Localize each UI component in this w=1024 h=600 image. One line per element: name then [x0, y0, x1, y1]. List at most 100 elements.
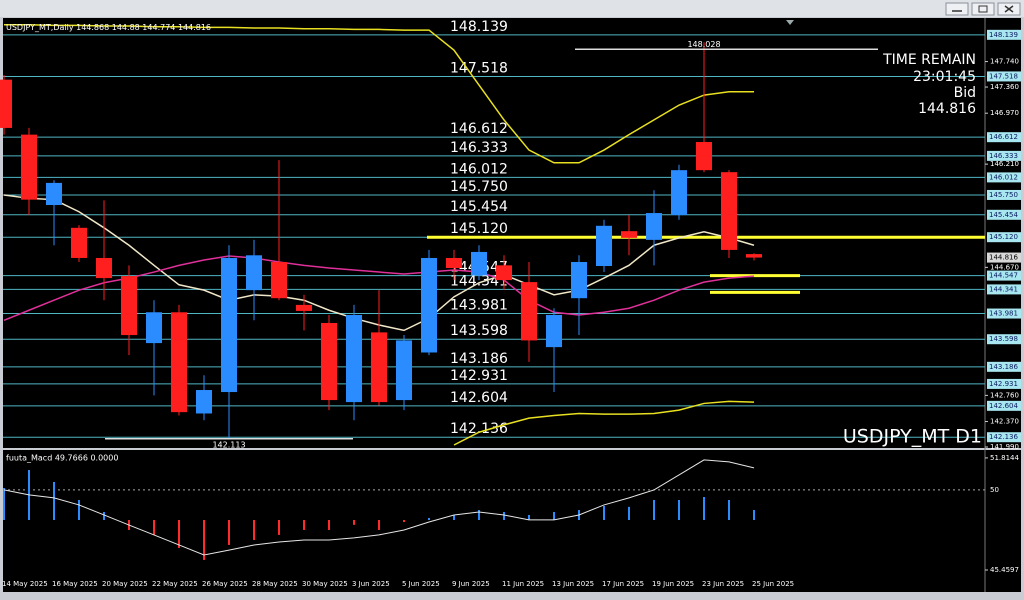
header-high: 144.88	[112, 23, 140, 32]
level-tag-label: 142.604	[989, 402, 1018, 410]
indicator-line	[4, 23, 754, 164]
y-tick-label: 146.970	[990, 109, 1019, 117]
x-tick-label: 20 May 2025	[102, 580, 148, 588]
level-tag-label: 142.931	[989, 380, 1018, 388]
histogram-bar	[328, 520, 330, 530]
histogram-bar	[203, 520, 205, 560]
histogram-bar	[453, 514, 455, 520]
histogram-bar	[78, 499, 80, 520]
candle-body	[496, 265, 512, 281]
histogram-bar	[103, 511, 105, 520]
candle-body	[321, 322, 337, 401]
level-tag-label: 147.518	[989, 72, 1018, 80]
candle-body	[546, 314, 562, 348]
histogram-bar	[303, 520, 305, 530]
level-label: 145.454	[450, 199, 508, 215]
histogram-bar	[378, 520, 380, 530]
level-tag-label: 146.333	[989, 152, 1018, 160]
level-tag	[987, 232, 1021, 243]
x-tick-label: 26 May 2025	[202, 580, 248, 588]
level-label: 142.604	[450, 390, 508, 406]
candle-body	[621, 231, 637, 238]
histogram-bar	[753, 510, 755, 520]
level-tag	[987, 71, 1021, 82]
histogram-bar	[628, 506, 630, 520]
y-tick-label: 142.760	[990, 391, 1019, 399]
header-close: 144.816	[178, 23, 211, 32]
histogram-bar	[503, 511, 505, 520]
restore-icon	[978, 5, 988, 13]
x-tick-label: 11 Jun 2025	[502, 580, 544, 588]
candle-body	[296, 304, 312, 311]
candle-body	[96, 257, 112, 279]
price-tag	[987, 252, 1021, 263]
level-label: 148.139	[450, 19, 508, 35]
y-tick-label: 147.740	[990, 58, 1019, 66]
histogram-bar	[603, 505, 605, 520]
x-tick-label: 16 May 2025	[52, 580, 98, 588]
y-tick-label: 147.360	[990, 83, 1019, 91]
level-tag	[987, 189, 1021, 200]
level-label: 146.612	[450, 121, 508, 137]
level-tag	[987, 432, 1021, 443]
y-tick-label: 144.670	[990, 263, 1019, 271]
x-tick-label: 30 May 2025	[302, 580, 348, 588]
level-tag-label: 145.750	[989, 191, 1018, 199]
level-tag	[987, 270, 1021, 281]
candle-body	[696, 142, 712, 171]
restore-button[interactable]	[971, 2, 995, 16]
x-tick-label: 9 Jun 2025	[452, 580, 490, 588]
window-buttons	[945, 2, 1021, 16]
chart-title: USDJPY_MT,Daily	[6, 23, 74, 32]
level-tag-label: 143.598	[989, 335, 1018, 343]
level-label: 143.186	[450, 351, 508, 367]
y-tick-label: 51.8144	[990, 454, 1019, 462]
histogram-bar	[703, 496, 705, 520]
candle-body	[746, 254, 762, 258]
histogram-bar	[428, 517, 430, 520]
level-label: 142.136	[450, 421, 508, 437]
level-tag-label: 145.120	[989, 233, 1018, 241]
header-low: 144.774	[142, 23, 175, 32]
macd-chart: 51.8144 45.4597 50	[3, 454, 1019, 574]
histogram-bar	[553, 511, 555, 520]
level-label: 143.981	[450, 298, 508, 314]
x-tick-label: 22 May 2025	[152, 580, 198, 588]
x-tick-label: 3 Jun 2025	[352, 580, 390, 588]
time-remain-label: TIME REMAIN	[882, 52, 976, 68]
level-tag-label: 148.139	[989, 31, 1018, 39]
histogram-bar	[728, 499, 730, 520]
histogram-bar	[178, 520, 180, 548]
level-tag	[987, 334, 1021, 345]
level-tag-label: 142.136	[989, 433, 1018, 441]
low-label: 142.113	[212, 440, 245, 449]
candle-body	[671, 170, 687, 216]
level-label: 143.598	[450, 323, 508, 339]
x-tick-label: 13 Jun 2025	[552, 580, 594, 588]
time-remain: 23:01:45	[913, 69, 976, 85]
minimize-button[interactable]	[945, 2, 969, 16]
candle-body	[46, 182, 62, 206]
candle-body	[171, 312, 187, 413]
candle-body	[421, 257, 437, 353]
candle-body	[596, 225, 612, 267]
level-tag	[987, 29, 1021, 40]
indicator-pane	[3, 450, 1021, 592]
histogram-bar	[403, 520, 405, 523]
level-tag-label: 145.454	[989, 211, 1018, 219]
histogram-bar	[678, 499, 680, 520]
y-tick-label: 141.990	[990, 443, 1019, 451]
candle-body	[196, 390, 212, 414]
x-tick-label: 17 Jun 2025	[602, 580, 644, 588]
histogram-bar	[228, 520, 230, 545]
level-tag-label: 146.612	[989, 133, 1018, 141]
level-tag-label: 144.341	[989, 285, 1018, 293]
histogram-bar	[653, 499, 655, 520]
level-tag-label: 146.012	[989, 173, 1018, 181]
signal-line	[3, 459, 755, 556]
candle-body	[396, 340, 412, 401]
x-tick-label: 25 Jun 2025	[752, 580, 794, 588]
candle-body	[721, 172, 737, 250]
close-icon	[1004, 5, 1014, 13]
